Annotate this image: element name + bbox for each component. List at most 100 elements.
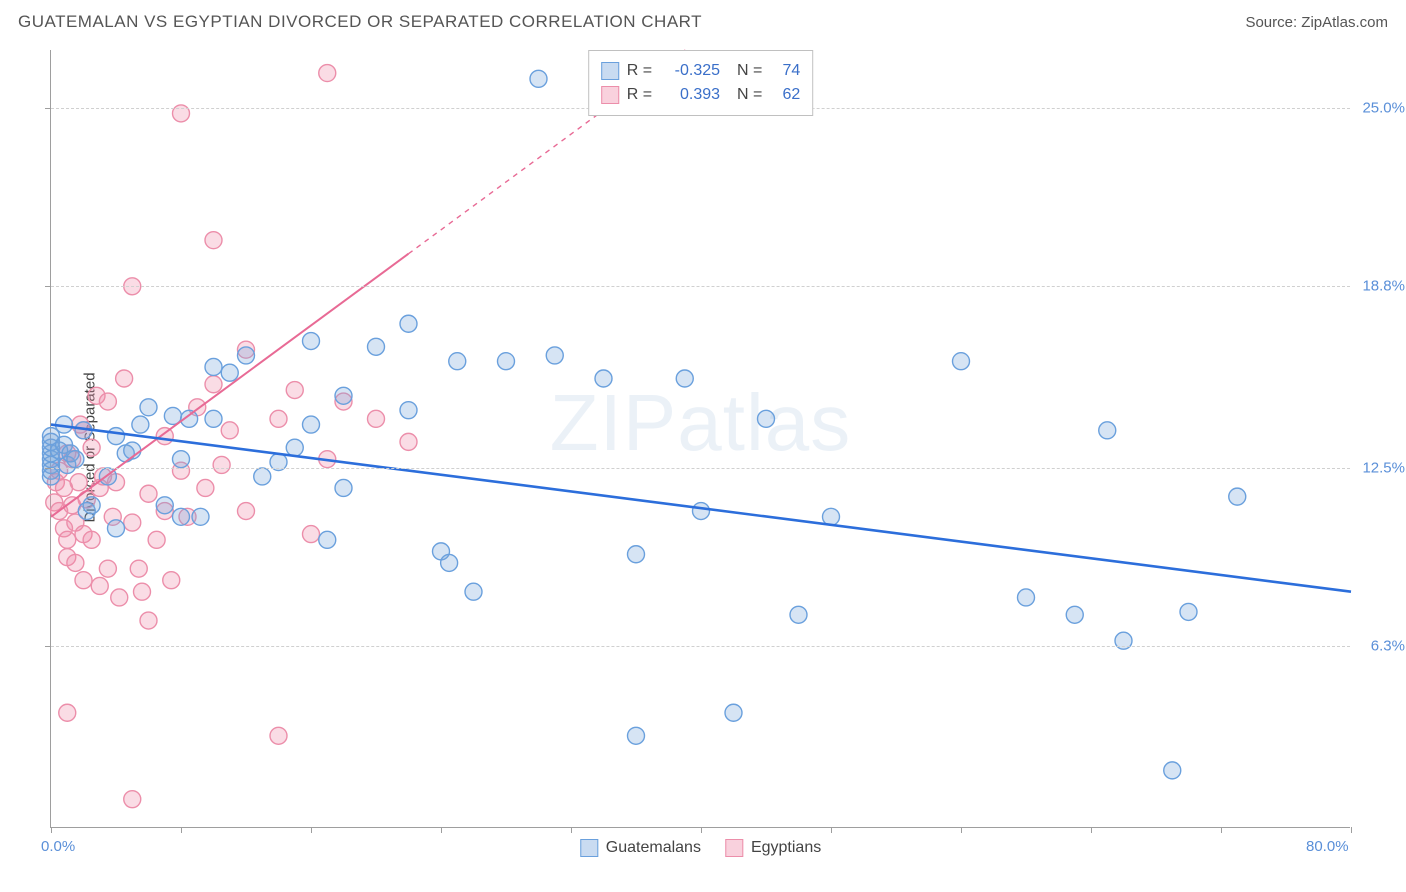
scatter-point bbox=[173, 451, 190, 468]
y-tick bbox=[45, 286, 51, 287]
stat-r-pink: 0.393 bbox=[660, 83, 720, 107]
scatter-point bbox=[319, 531, 336, 548]
scatter-point bbox=[108, 520, 125, 537]
x-tick bbox=[441, 827, 442, 833]
scatter-point bbox=[156, 428, 173, 445]
scatter-point bbox=[790, 606, 807, 623]
scatter-point bbox=[213, 456, 230, 473]
legend-series: Guatemalans Egyptians bbox=[580, 839, 821, 857]
scatter-point bbox=[676, 370, 693, 387]
scatter-point bbox=[59, 704, 76, 721]
stat-label-r2: R = bbox=[627, 83, 652, 107]
scatter-point bbox=[823, 508, 840, 525]
scatter-point bbox=[156, 497, 173, 514]
scatter-point bbox=[953, 353, 970, 370]
scatter-point bbox=[70, 474, 87, 491]
swatch-blue-icon bbox=[580, 839, 598, 857]
scatter-point bbox=[595, 370, 612, 387]
scatter-point bbox=[546, 347, 563, 364]
scatter-point bbox=[148, 531, 165, 548]
x-tick bbox=[311, 827, 312, 833]
x-tick bbox=[51, 827, 52, 833]
scatter-point bbox=[83, 497, 100, 514]
legend-stats-row-1: R = -0.325 N = 74 bbox=[601, 59, 801, 83]
stat-label-n2: N = bbox=[728, 83, 762, 107]
scatter-point bbox=[400, 402, 417, 419]
scatter-point bbox=[221, 422, 238, 439]
gridline bbox=[51, 286, 1350, 287]
scatter-point bbox=[134, 583, 151, 600]
swatch-pink-icon bbox=[601, 86, 619, 104]
scatter-point bbox=[140, 612, 157, 629]
y-axis-label: 25.0% bbox=[1362, 99, 1405, 116]
scatter-point bbox=[1066, 606, 1083, 623]
x-tick bbox=[1221, 827, 1222, 833]
chart-plot-area: Divorced or Separated ZIPatlas R = -0.32… bbox=[50, 50, 1350, 828]
scatter-point bbox=[1229, 488, 1246, 505]
gridline bbox=[51, 468, 1350, 469]
scatter-point bbox=[67, 451, 84, 468]
scatter-point bbox=[116, 370, 133, 387]
scatter-point bbox=[197, 479, 214, 496]
x-tick bbox=[831, 827, 832, 833]
scatter-point bbox=[400, 433, 417, 450]
y-tick bbox=[45, 108, 51, 109]
scatter-point bbox=[1164, 762, 1181, 779]
scatter-point bbox=[400, 315, 417, 332]
x-tick bbox=[1351, 827, 1352, 833]
scatter-point bbox=[132, 416, 149, 433]
scatter-point bbox=[67, 554, 84, 571]
stat-label-r: R = bbox=[627, 59, 652, 83]
x-tick bbox=[961, 827, 962, 833]
scatter-point bbox=[1180, 603, 1197, 620]
scatter-point bbox=[91, 577, 108, 594]
y-axis-label: 6.3% bbox=[1371, 638, 1405, 655]
scatter-point bbox=[368, 410, 385, 427]
x-tick bbox=[701, 827, 702, 833]
scatter-point bbox=[441, 554, 458, 571]
series-label-guatemalans: Guatemalans bbox=[606, 839, 701, 857]
source-label: Source: ZipAtlas.com bbox=[1245, 14, 1388, 31]
x-axis-label: 80.0% bbox=[1306, 838, 1349, 855]
scatter-point bbox=[449, 353, 466, 370]
series-label-egyptians: Egyptians bbox=[751, 839, 821, 857]
trend-line bbox=[51, 254, 409, 517]
scatter-point bbox=[130, 560, 147, 577]
scatter-point bbox=[221, 364, 238, 381]
x-tick bbox=[571, 827, 572, 833]
swatch-pink-icon bbox=[725, 839, 743, 857]
swatch-blue-icon bbox=[601, 62, 619, 80]
scatter-point bbox=[335, 387, 352, 404]
scatter-point bbox=[75, 572, 92, 589]
scatter-point bbox=[108, 428, 125, 445]
scatter-point bbox=[99, 393, 116, 410]
scatter-point bbox=[530, 70, 547, 87]
scatter-point bbox=[111, 589, 128, 606]
legend-stats: R = -0.325 N = 74 R = 0.393 N = 62 bbox=[588, 50, 814, 116]
scatter-point bbox=[140, 399, 157, 416]
scatter-point bbox=[83, 439, 100, 456]
scatter-point bbox=[1018, 589, 1035, 606]
scatter-point bbox=[270, 410, 287, 427]
y-tick bbox=[45, 646, 51, 647]
stat-r-blue: -0.325 bbox=[660, 59, 720, 83]
legend-stats-row-2: R = 0.393 N = 62 bbox=[601, 83, 801, 107]
scatter-point bbox=[254, 468, 271, 485]
legend-item-egyptians: Egyptians bbox=[725, 839, 821, 857]
scatter-point bbox=[303, 526, 320, 543]
y-tick bbox=[45, 468, 51, 469]
scatter-point bbox=[286, 439, 303, 456]
scatter-point bbox=[270, 727, 287, 744]
legend-item-guatemalans: Guatemalans bbox=[580, 839, 701, 857]
scatter-point bbox=[59, 531, 76, 548]
x-axis-label: 0.0% bbox=[41, 838, 75, 855]
scatter-point bbox=[368, 338, 385, 355]
x-tick bbox=[181, 827, 182, 833]
scatter-point bbox=[498, 353, 515, 370]
scatter-point bbox=[205, 410, 222, 427]
chart-header: GUATEMALAN VS EGYPTIAN DIVORCED OR SEPAR… bbox=[0, 0, 1406, 36]
scatter-point bbox=[238, 503, 255, 520]
scatter-point bbox=[319, 65, 336, 82]
scatter-point bbox=[303, 416, 320, 433]
y-axis-label: 18.8% bbox=[1362, 278, 1405, 295]
